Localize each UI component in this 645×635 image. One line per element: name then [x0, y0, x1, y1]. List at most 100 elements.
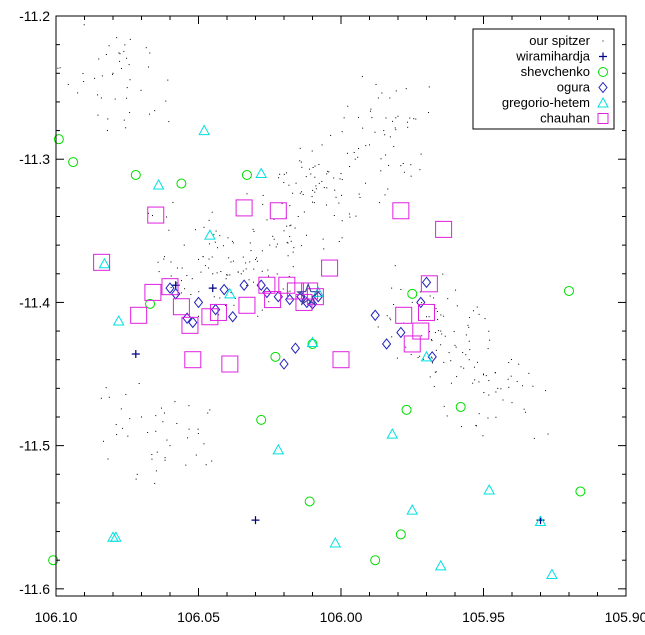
spitzer-point: [473, 366, 475, 368]
spitzer-point: [328, 171, 330, 173]
spitzer-point: [218, 314, 220, 316]
gregorio-hetem-point: [406, 504, 419, 515]
spitzer-point: [429, 295, 431, 297]
spitzer-point: [395, 90, 397, 92]
spitzer-point: [278, 177, 280, 179]
spitzer-point: [365, 145, 367, 147]
spitzer-point: [314, 165, 316, 167]
spitzer-point: [297, 215, 299, 217]
spitzer-point: [437, 318, 439, 320]
spitzer-point: [225, 305, 227, 307]
spitzer-point: [154, 482, 156, 484]
chauhan-point: [392, 202, 410, 220]
spitzer-point: [465, 334, 467, 336]
spitzer-point: [341, 237, 343, 239]
spitzer-point: [237, 271, 239, 273]
gregorio-hetem-point: [112, 315, 125, 326]
legend-label: gregorio-hetem: [502, 95, 590, 110]
spitzer-point: [483, 373, 484, 375]
spitzer-point: [315, 188, 317, 190]
spitzer-point: [338, 241, 340, 243]
spitzer-point: [545, 390, 547, 392]
chauhan-point: [301, 282, 319, 300]
spitzer-point: [395, 129, 397, 131]
spitzer-point: [148, 66, 150, 68]
spitzer-point: [475, 424, 477, 426]
spitzer-point: [286, 241, 288, 243]
y-tick-label: -11.4: [19, 294, 50, 310]
spitzer-point: [157, 261, 159, 263]
gregorio-hetem-point: [329, 536, 342, 548]
chauhan-point: [332, 351, 350, 369]
spitzer-point: [230, 261, 232, 263]
shevchenko-point: [407, 288, 418, 299]
spitzer-point: [397, 115, 399, 117]
spitzer-point: [215, 230, 217, 232]
spitzer-point: [281, 203, 283, 205]
spitzer-point: [136, 473, 138, 475]
spitzer-point: [335, 196, 337, 198]
ogura-point: [290, 342, 301, 355]
wiramihardja-point: [251, 516, 260, 525]
spitzer-point: [119, 60, 121, 62]
spitzer-point: [333, 177, 335, 179]
y-tick-label: -11.3: [19, 151, 50, 167]
spitzer-point: [112, 73, 114, 75]
y-tick-label: -11.6: [19, 581, 50, 597]
spitzer-point: [333, 215, 335, 217]
spitzer-point: [190, 294, 192, 296]
spitzer-point: [468, 317, 470, 319]
spitzer-point: [255, 258, 256, 260]
spitzer-point: [103, 440, 105, 442]
spitzer-point: [447, 298, 449, 300]
spitzer-point: [155, 470, 157, 472]
shevchenko-point: [455, 401, 466, 412]
chauhan-point: [172, 298, 190, 316]
spitzer-point: [341, 179, 343, 181]
chauhan-point: [184, 351, 202, 369]
spitzer-point: [359, 196, 361, 198]
spitzer-point: [197, 433, 199, 435]
spitzer-point: [230, 292, 232, 294]
spitzer-point: [203, 226, 205, 228]
legend-label: ogura: [557, 80, 591, 95]
spitzer-point: [365, 182, 367, 184]
spitzer-point: [208, 258, 210, 260]
spitzer-point: [266, 219, 268, 221]
gregorio-hetem-point: [198, 124, 211, 136]
chauhan-point: [161, 278, 179, 296]
spitzer-point: [405, 88, 407, 90]
spitzer-point: [444, 335, 446, 337]
ogura-point: [421, 276, 432, 289]
spitzer-point: [391, 336, 393, 338]
spitzer-point: [163, 256, 165, 258]
star-marker: [296, 282, 321, 306]
spitzer-point: [276, 273, 278, 275]
spitzer-point: [127, 435, 129, 437]
chauhan-point: [144, 283, 162, 301]
axis-layer: 106.10 106.05 106.00 105.95 105.90 -11.2 -11.3…: [19, 8, 645, 625]
spitzer-point: [393, 303, 395, 305]
spitzer-point: [129, 418, 131, 420]
spitzer-point: [474, 379, 476, 381]
spitzer-point: [460, 426, 462, 428]
spitzer-point: [347, 105, 349, 107]
spitzer-point: [421, 302, 423, 304]
spitzer-point: [389, 317, 391, 319]
spitzer-point: [522, 385, 524, 387]
shevchenko-point: [270, 351, 281, 362]
spitzer-point: [410, 354, 412, 356]
spitzer-point: [154, 110, 156, 112]
spitzer-point: [115, 423, 117, 425]
spitzer-point: [208, 267, 210, 269]
spitzer-point: [245, 262, 247, 264]
spitzer-point: [286, 225, 288, 227]
spitzer-point: [267, 269, 269, 271]
spitzer-point: [413, 118, 415, 120]
spitzer-point: [429, 376, 431, 378]
ogura-point: [416, 296, 426, 309]
spitzer-point: [222, 245, 224, 247]
spitzer-point: [405, 346, 407, 348]
spitzer-point: [198, 258, 199, 260]
spitzer-point: [300, 161, 302, 163]
